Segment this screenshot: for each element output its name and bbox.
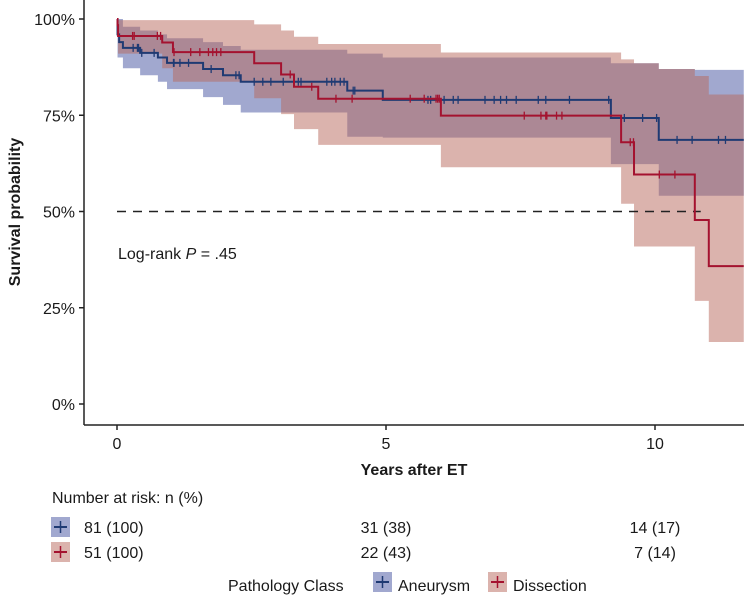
aneurysm-survival-line xyxy=(116,18,744,141)
y-tick-label: 75% xyxy=(43,108,75,125)
legend-label-dissection: Dissection xyxy=(513,578,587,595)
dissection-at-risk-value: 22 (43) xyxy=(361,545,412,562)
y-ticks: 0% 25% 50% 75% 100% xyxy=(34,12,84,414)
x-tick-label: 10 xyxy=(646,436,664,453)
aneurysm-at-risk-value: 14 (17) xyxy=(630,520,681,537)
dissection-survival-line xyxy=(116,18,744,268)
logrank-p: P xyxy=(186,246,197,263)
y-tick-label: 50% xyxy=(43,205,75,222)
legend: Aneurysm Dissection xyxy=(373,572,587,595)
x-ticks: 0 5 10 xyxy=(113,425,664,453)
x-tick-label: 5 xyxy=(382,436,391,453)
risk-table: 81 (100) 31 (38) 14 (17) 51 (100) 22 (43) 7 (… xyxy=(51,517,680,562)
risk-table-title: Number at risk: n (%) xyxy=(52,490,203,507)
dissection-at-risk-value: 7 (14) xyxy=(634,545,676,562)
logrank-value: = .45 xyxy=(196,246,237,263)
y-tick-label: 100% xyxy=(34,12,75,29)
x-tick-label: 0 xyxy=(113,436,122,453)
x-axis-title: Years after ET xyxy=(361,462,468,479)
legend-label-aneurysm: Aneurysm xyxy=(398,578,470,595)
logrank-annotation: Log-rank P = .45 xyxy=(118,246,237,263)
y-tick-label: 25% xyxy=(43,301,75,318)
y-tick-label: 0% xyxy=(52,397,75,414)
legend-title: Pathology Class xyxy=(228,578,344,595)
survival-curves xyxy=(116,18,744,268)
y-axis-title: Survival probability xyxy=(7,138,24,287)
logrank-prefix: Log-rank xyxy=(118,246,186,263)
aneurysm-at-risk-value: 31 (38) xyxy=(361,520,412,537)
aneurysm-at-risk-value: 81 (100) xyxy=(84,520,144,537)
dissection-at-risk-value: 51 (100) xyxy=(84,545,144,562)
